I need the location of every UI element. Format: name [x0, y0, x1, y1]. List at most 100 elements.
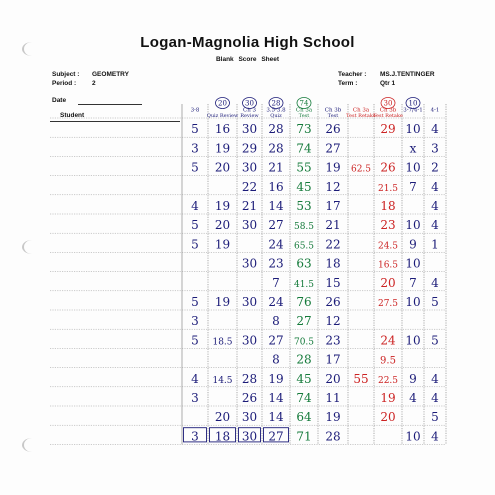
score-cell: 62.5: [351, 165, 371, 175]
column-date: 3-8: [191, 108, 200, 114]
score-cell: 20: [380, 410, 395, 424]
date-label: Date: [52, 97, 67, 104]
score-cell: 27: [268, 429, 283, 443]
score-cell: 5: [191, 237, 199, 251]
column-date: 4-1: [431, 108, 440, 114]
subject-label: Subject :: [52, 71, 80, 78]
score-cell: 20: [380, 276, 395, 290]
score-cell: 15: [325, 276, 340, 290]
score-cell: 21: [242, 199, 257, 213]
score-cell: 4: [431, 391, 439, 405]
score-cell: 20: [215, 410, 230, 424]
score-cell: 19: [215, 295, 230, 309]
period-label: Period :: [52, 80, 77, 87]
score-cell: 21.5: [378, 184, 398, 194]
score-cell: 9.5: [380, 356, 396, 367]
score-cell: 5: [191, 333, 199, 347]
column-date: Ch 3b: [380, 108, 397, 114]
score-cell: 4: [431, 429, 439, 443]
score-cell: 30: [242, 333, 257, 347]
score-cell: 14.5: [212, 376, 232, 386]
score-cell: 9: [409, 372, 417, 386]
score-cell: 55: [353, 372, 368, 386]
score-cell: 10: [405, 429, 420, 443]
teacher-label: Teacher :: [338, 71, 367, 78]
column-points: 28: [272, 100, 281, 108]
score-cell: 4: [431, 218, 439, 232]
score-cell: 18: [215, 429, 230, 443]
score-cell: 9: [409, 237, 417, 251]
score-cell: 7: [272, 276, 280, 290]
score-cell: 4: [431, 199, 439, 213]
score-cell: 5: [191, 218, 199, 232]
score-cell: 30: [242, 122, 257, 136]
score-cell: 30: [242, 218, 257, 232]
column-title: Quiz: [270, 113, 282, 119]
score-cell: 19: [325, 410, 340, 424]
score-cell: 30: [242, 429, 257, 443]
score-cell: 64: [296, 410, 312, 424]
column-date: 3-7/4-1: [403, 108, 423, 114]
score-cell: 26: [325, 295, 340, 309]
score-cell: 5: [431, 295, 439, 309]
score-cell: 2: [431, 161, 439, 175]
boxed-score: [183, 427, 207, 443]
school-title: Logan-Magnolia High School: [140, 34, 355, 51]
score-cell: 27.5: [378, 299, 398, 309]
score-cell: 19: [215, 237, 230, 251]
points-circle: [268, 97, 284, 109]
student-rule: [50, 121, 180, 122]
score-cell: 19: [325, 161, 340, 175]
column-title: Test Retake: [346, 113, 376, 119]
score-cell: 17: [325, 353, 340, 367]
points-circle: [242, 97, 257, 109]
period-line: Period : 2: [52, 79, 96, 88]
column-points: 30: [384, 100, 393, 108]
score-cell: 5: [431, 410, 439, 424]
score-cell: 28: [296, 353, 311, 367]
score-cell: 19: [215, 141, 230, 155]
score-cell: 20: [325, 372, 340, 386]
score-cell: 10: [405, 122, 420, 136]
score-cell: 27: [296, 314, 311, 328]
score-cell: 76: [296, 295, 311, 309]
column-date: Ch 3a: [353, 108, 370, 114]
term-label: Term :: [338, 80, 358, 87]
column-title: Test: [299, 113, 309, 119]
score-cell: 10: [405, 218, 420, 232]
column-points: 10: [409, 100, 418, 108]
score-cell: 24: [268, 237, 284, 251]
score-cell: 30: [242, 410, 257, 424]
score-cell: 29: [380, 122, 395, 136]
score-cell: 65.5: [294, 241, 314, 251]
score-cell: 3: [431, 141, 439, 155]
score-cell: 58.5: [294, 222, 314, 232]
score-cell: 28: [268, 122, 283, 136]
boxed-score: [238, 427, 261, 443]
teacher-line: Teacher : MS.J.TENTINGER: [338, 70, 435, 79]
score-cell: 74: [296, 391, 312, 405]
points-circle: [380, 97, 396, 109]
score-cell: 74: [296, 141, 312, 155]
boxed-score: [209, 427, 236, 443]
score-cell: 28: [325, 429, 340, 443]
score-cell: 10: [405, 257, 420, 271]
score-cell: 3: [191, 314, 199, 328]
binder-hole: [22, 438, 42, 452]
score-cell: 30: [242, 161, 257, 175]
term-value: Qtr 1: [380, 80, 396, 87]
score-cell: 4: [191, 372, 199, 386]
score-cell: 18.5: [212, 337, 232, 347]
score-cell: 7: [409, 180, 417, 194]
score-cell: 27: [325, 141, 340, 155]
score-cell: 5: [191, 295, 199, 309]
score-cell: 26: [242, 391, 257, 405]
score-cell: 23: [268, 257, 283, 271]
score-cell: 29: [242, 141, 257, 155]
score-cell: 16: [268, 180, 283, 194]
score-cell: 12: [325, 314, 340, 328]
score-cell: 26: [380, 161, 395, 175]
score-cell: 30: [242, 257, 257, 271]
score-cell: 10: [405, 161, 420, 175]
